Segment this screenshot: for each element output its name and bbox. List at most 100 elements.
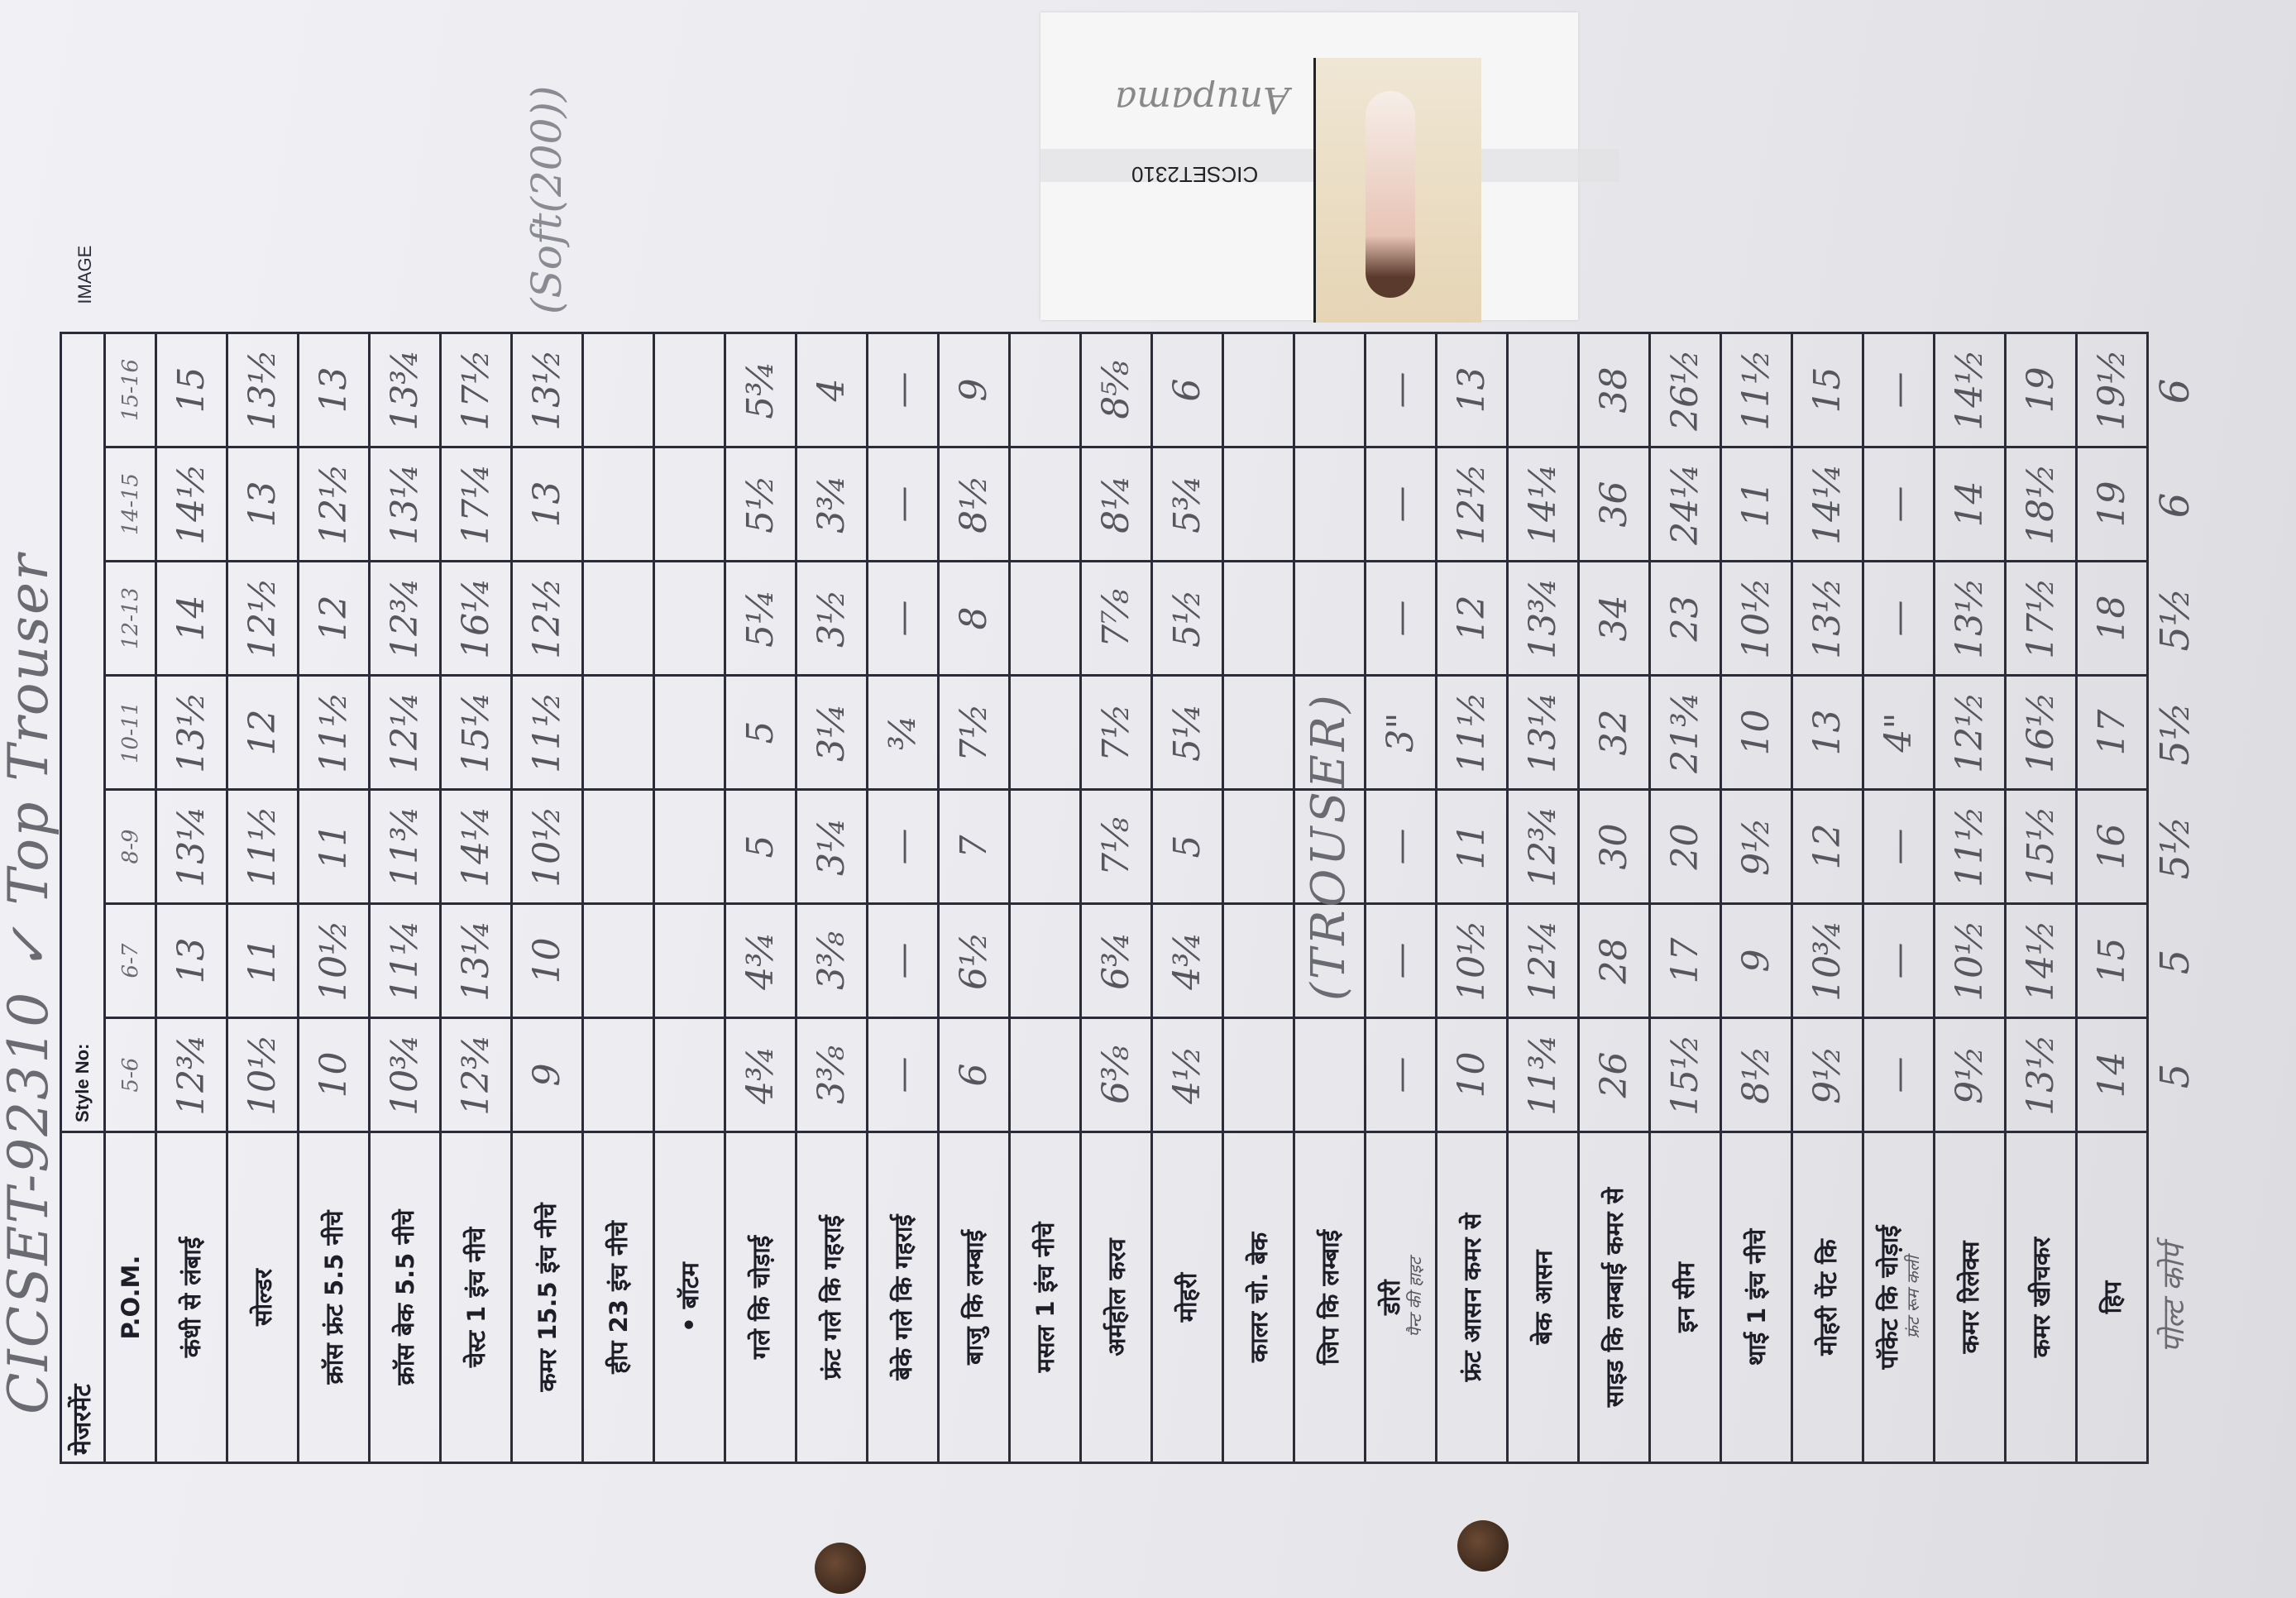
value: 7½ — [953, 703, 995, 762]
value-cell: 12¼ — [369, 675, 441, 790]
value-cell: 13½ — [227, 333, 299, 447]
style-code-label: CICSET2310 — [1131, 162, 1259, 187]
pom-label: मोहरी — [1173, 1272, 1202, 1323]
value-cell: 21¾ — [1649, 675, 1721, 790]
value-cell — [1009, 333, 1081, 447]
value: 5¼ — [1166, 703, 1208, 762]
value: 12 — [1451, 595, 1493, 642]
value: — — [1877, 371, 1920, 409]
value: 5¼ — [739, 589, 782, 648]
table-row: फ्रंट आसन कमर से 10 10½ 11 11½ 12 12½ 13 — [1436, 218, 1508, 1463]
size-label: 6-7 — [117, 943, 143, 978]
value: 5½ — [739, 475, 782, 533]
value: 11½ — [526, 691, 568, 773]
size-header-row: P.O.M. 5-6 6-7 8-9 10-11 12-13 14-15 15-16 — [104, 218, 156, 1463]
value: 10½ — [1451, 920, 1493, 1002]
value-cell: 6 — [1151, 333, 1223, 447]
value: 32 — [1593, 709, 1635, 756]
value: 17½ — [455, 349, 497, 431]
value: 10½ — [242, 1034, 284, 1116]
value: 17 — [2091, 709, 2133, 756]
value: 12¾ — [455, 1034, 497, 1116]
value: 5 — [739, 835, 782, 859]
value: 13¼ — [170, 806, 213, 888]
value-cell: — — [1365, 789, 1437, 904]
value-cell: 15¼ — [440, 675, 512, 790]
value: 26 — [1593, 1051, 1635, 1098]
value: 15½ — [1664, 1034, 1706, 1116]
value-cell: — — [1365, 561, 1437, 676]
value-cell: 5 — [1151, 789, 1223, 904]
punch-hole — [1457, 1520, 1509, 1572]
value-cell: 12½ — [511, 561, 583, 676]
value: 15 — [170, 366, 213, 414]
value-cell: 9 — [1720, 903, 1792, 1018]
value-cell: — — [1365, 333, 1437, 447]
value-cell: 12½ — [227, 561, 299, 676]
value-cell: 17 — [2076, 675, 2148, 790]
value: — — [882, 828, 924, 865]
value-cell — [1009, 561, 1081, 676]
value: 14¼ — [1806, 463, 1849, 545]
value-cell — [653, 675, 725, 790]
value-cell — [1507, 333, 1579, 447]
value-cell: — — [867, 789, 939, 904]
value: 11½ — [1735, 349, 1777, 431]
pom-label-cell: डोरी पैन्ट की हाइट — [1365, 1132, 1437, 1463]
value-cell — [1222, 333, 1294, 447]
value: 36 — [1593, 481, 1635, 528]
value-cell: 14½ — [155, 447, 227, 562]
pom-label-cell: थाई 1 इंच नीचे — [1720, 1132, 1792, 1463]
size-label: 14-15 — [117, 473, 143, 535]
value-cell: 10¾ — [1791, 903, 1863, 1018]
size-header: 8-9 — [104, 789, 156, 904]
value: 10½ — [1735, 577, 1777, 659]
value: 16½ — [2020, 691, 2062, 773]
pom-label-cell: अर्महोल करव — [1080, 1132, 1152, 1463]
pom-label: इन सीम — [1671, 1262, 1700, 1332]
table-row: मोहरी पेंट कि 9½ 10¾ 12 13 13½ 14¼ 15 — [1791, 218, 1863, 1463]
table-row: चेस्ट 1 इंच नीचे 12¾ 13¼ 14¼ 15¼ 16¼ 17¼ 17½ — [440, 218, 512, 1463]
value: 13½ — [170, 691, 213, 773]
value: 9½ — [1735, 817, 1777, 876]
table-row: सोल्डर 10½ 11 11½ 12 12½ 13 13½ — [227, 218, 299, 1463]
value-cell: 3½ — [796, 561, 868, 676]
value: 12¾ — [170, 1034, 213, 1116]
value: 10 — [526, 937, 568, 984]
value: 5¾ — [739, 361, 782, 419]
table-row: फ्रंट गले कि गहराई 3⅜ 3⅜ 3¼ 3¼ 3½ 3¾ 4 — [796, 218, 868, 1463]
value: 30 — [1593, 823, 1635, 870]
value: 19 — [2091, 481, 2133, 528]
value: 12 — [313, 595, 355, 642]
extra-value: 5½ — [2152, 701, 2198, 766]
value-cell: — — [867, 561, 939, 676]
value-cell: 7⅞ — [1080, 561, 1152, 676]
value: 5 — [739, 720, 782, 744]
value-cell: 11¼ — [369, 903, 441, 1018]
value-cell: 15 — [155, 333, 227, 447]
value-cell: 13¼ — [440, 903, 512, 1018]
value-cell: 11½ — [1720, 333, 1792, 447]
value-cell: 14 — [2076, 1017, 2148, 1132]
value-cell: 14 — [1934, 447, 2006, 562]
pom-label: क्रॉस फ्रंट 5.5 नीचे — [319, 1210, 348, 1385]
value: 13¼ — [1522, 691, 1564, 773]
value: 17 — [1664, 937, 1706, 984]
value: 11¾ — [1522, 1034, 1564, 1116]
table-row: कमर 15.5 इंच नीचे 9 10 10½ 11½ 12½ 13 13½ — [511, 218, 583, 1463]
value: — — [1877, 942, 1920, 979]
value: 7 — [953, 835, 995, 859]
value-cell: 12 — [1791, 789, 1863, 904]
value-cell: 26½ — [1649, 333, 1721, 447]
table-row: इन सीम 15½ 17 20 21¾ 23 24¼ 26½ — [1649, 218, 1721, 1463]
value-cell: 15½ — [2005, 789, 2077, 904]
size-header: 15-16 — [104, 333, 156, 447]
value-cell: 13½ — [1791, 561, 1863, 676]
size-label: 15-16 — [117, 358, 143, 421]
value: 11½ — [313, 691, 355, 773]
value-cell: 10½ — [227, 1017, 299, 1132]
value-cell: — — [1863, 903, 1935, 1018]
value-cell — [582, 333, 654, 447]
pom-label-cell: बाजु कि लम्बाई — [938, 1132, 1010, 1463]
value-cell: 14 — [155, 561, 227, 676]
